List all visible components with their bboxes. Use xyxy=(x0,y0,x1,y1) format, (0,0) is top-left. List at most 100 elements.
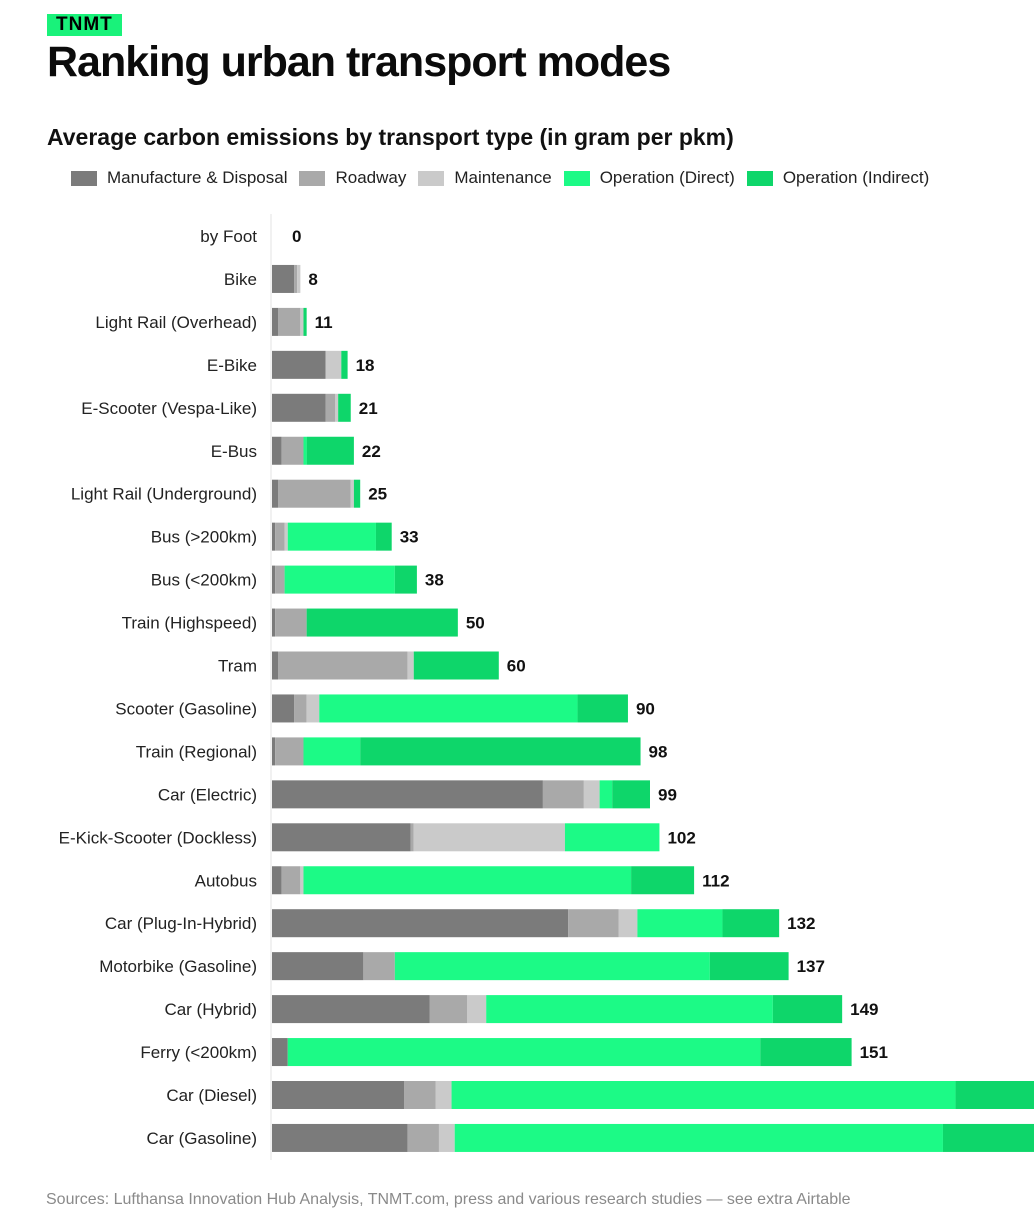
bar-segment-roadway xyxy=(294,694,307,723)
bar-segment-op-direct xyxy=(303,436,307,465)
value-label: 33 xyxy=(400,528,419,547)
bar-segment-maintenance xyxy=(300,307,304,336)
bar-segment-roadway xyxy=(363,952,395,981)
value-label: 11 xyxy=(315,313,333,332)
category-label: E-Scooter (Vespa-Like) xyxy=(81,399,257,418)
bar-segment-manufacture xyxy=(272,393,326,422)
bar-segment-manufacture xyxy=(272,436,282,465)
bar-segment-op-direct xyxy=(564,823,660,852)
bar-segment-roadway xyxy=(404,1081,436,1109)
bar-segment-op-indirect xyxy=(303,307,307,336)
bar-segment-op-indirect xyxy=(341,350,348,379)
category-label: Tram xyxy=(218,657,257,676)
bar-segment-op-direct xyxy=(454,1123,943,1152)
value-label: 151 xyxy=(860,1043,888,1062)
bar-segment-maintenance xyxy=(284,522,288,551)
bar-segment-maintenance xyxy=(435,1081,452,1109)
legend-label: Manufacture & Disposal xyxy=(107,168,288,187)
bar-segment-manufacture xyxy=(272,694,295,723)
legend-item-roadway: Roadway xyxy=(299,168,406,188)
category-label: Scooter (Gasoline) xyxy=(115,699,257,718)
bar-segment-op-direct xyxy=(394,952,710,981)
value-label: 112 xyxy=(702,871,729,890)
bar-segment-manufacture xyxy=(272,866,282,895)
category-label: Car (Electric) xyxy=(158,785,257,804)
bar-segment-roadway xyxy=(278,479,351,508)
legend-label: Maintenance xyxy=(454,168,552,187)
bar-segment-roadway xyxy=(281,436,304,465)
bar-segment-manufacture xyxy=(272,608,276,637)
legend-swatch-op-direct xyxy=(563,170,590,186)
bar-segment-manufacture xyxy=(272,1123,408,1152)
category-label: Bus (>200km) xyxy=(151,528,257,547)
bar-segment-op-direct xyxy=(319,694,578,723)
category-label: Light Rail (Underground) xyxy=(71,485,257,504)
bar-segment-maintenance xyxy=(297,264,301,293)
bar-segment-op-indirect xyxy=(338,393,351,422)
bar-segment-maintenance xyxy=(407,651,414,680)
bar-segment-op-direct xyxy=(287,522,376,551)
bar-segment-op-direct xyxy=(599,780,613,809)
chart-legend: Manufacture & Disposal Roadway Maintenan… xyxy=(71,166,941,190)
bar-segment-op-indirect xyxy=(722,909,780,938)
bar-segment-manufacture xyxy=(272,522,276,551)
category-label: E-Bus xyxy=(211,442,257,461)
bar-segment-manufacture xyxy=(272,565,276,594)
bar-segment-roadway xyxy=(275,522,285,551)
bar-segment-maintenance xyxy=(438,1123,455,1152)
category-label: Train (Regional) xyxy=(136,742,257,761)
bar-segment-roadway xyxy=(275,608,307,637)
bar-segment-manufacture xyxy=(272,1081,405,1109)
bar-segment-op-indirect xyxy=(394,565,417,594)
category-label: Car (Plug-In-Hybrid) xyxy=(105,914,257,933)
bar-segment-op-direct xyxy=(303,866,632,895)
bar-segment-maintenance xyxy=(300,866,304,895)
value-label: 50 xyxy=(466,614,485,633)
category-label: Train (Highspeed) xyxy=(122,614,257,633)
value-label: 99 xyxy=(658,785,677,804)
value-label: 22 xyxy=(362,442,381,461)
value-label: 0 xyxy=(292,227,301,246)
value-label: 8 xyxy=(308,270,317,289)
value-label: 60 xyxy=(507,657,526,676)
legend-label: Operation (Indirect) xyxy=(782,168,930,187)
bar-segment-op-direct xyxy=(486,995,773,1024)
legend-swatch-maintenance xyxy=(418,170,445,186)
value-label: 137 xyxy=(797,957,825,976)
bar-segment-roadway xyxy=(568,909,619,938)
value-label: 102 xyxy=(667,828,695,847)
bar-segment-op-indirect xyxy=(353,479,361,508)
bar-segment-op-direct xyxy=(451,1081,956,1109)
bar-segment-op-indirect xyxy=(942,1123,1034,1152)
bar-segment-op-indirect xyxy=(577,694,628,723)
bar-segment-op-indirect xyxy=(709,952,789,981)
value-label: 38 xyxy=(425,571,444,590)
category-label: E-Bike xyxy=(207,356,257,375)
bar-segment-manufacture xyxy=(272,780,543,809)
brand-logo: TNMT xyxy=(47,14,122,36)
bar-segment-op-indirect xyxy=(360,737,641,766)
bar-segment-manufacture xyxy=(272,823,411,852)
category-label: Bike xyxy=(224,270,257,289)
bar-segment-manufacture xyxy=(272,1038,288,1067)
bar-segment-maintenance xyxy=(325,350,342,379)
bar-segment-op-direct xyxy=(284,565,395,594)
bar-segment-roadway xyxy=(275,565,285,594)
value-label: 90 xyxy=(636,699,655,718)
bar-segment-maintenance xyxy=(413,823,565,852)
bar-segment-op-direct xyxy=(303,737,361,766)
bar-segment-op-indirect xyxy=(413,651,499,680)
chart-title: Average carbon emissions by transport ty… xyxy=(47,124,734,150)
bar-segment-roadway xyxy=(325,393,335,422)
bar-segment-roadway xyxy=(410,823,414,852)
bar-segment-maintenance xyxy=(583,780,600,809)
bar-segment-manufacture xyxy=(272,479,279,508)
bar-segment-roadway xyxy=(429,995,468,1024)
bar-segment-op-indirect xyxy=(612,780,650,809)
bar-segment-manufacture xyxy=(272,737,276,766)
page-title: Ranking urban transport modes xyxy=(47,38,671,86)
bar-segment-roadway xyxy=(281,866,301,895)
value-label: 18 xyxy=(356,356,375,375)
legend-label: Roadway xyxy=(335,168,407,187)
